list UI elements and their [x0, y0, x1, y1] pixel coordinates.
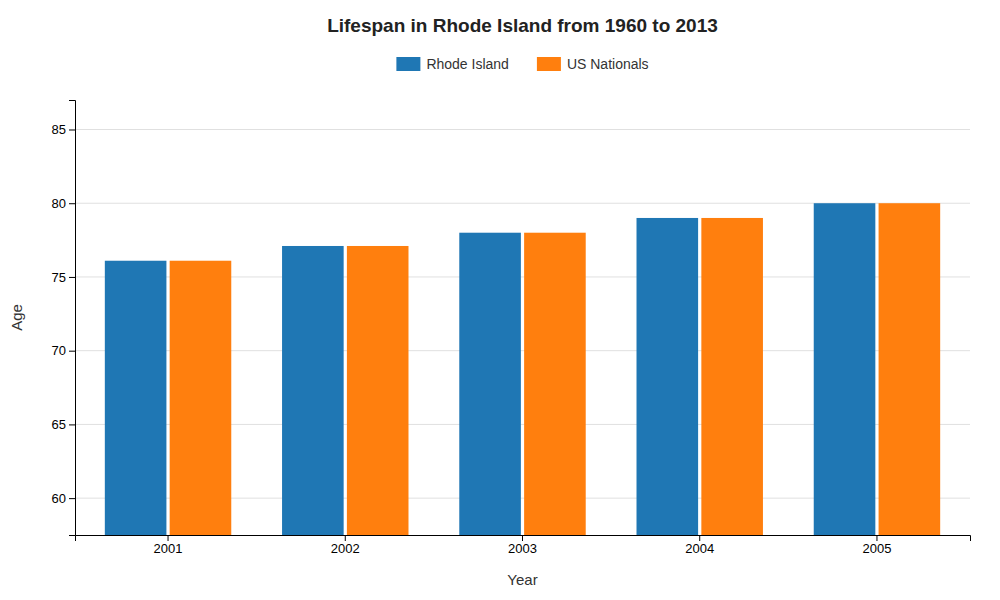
x-axis-title: Year	[507, 571, 537, 588]
legend-swatch	[537, 57, 561, 71]
tick: 2001	[154, 535, 183, 556]
tick-label: 2003	[508, 541, 537, 556]
tick-mark	[69, 351, 75, 352]
bar	[879, 203, 941, 535]
bar	[524, 233, 586, 535]
bar	[170, 261, 232, 535]
grid-line	[75, 129, 970, 130]
y-axis-title: Age	[8, 304, 25, 331]
plot-area: 2001 2002 2003 2004 2005 60 65 70 75 80 85	[52, 101, 971, 600]
tick-mark	[69, 498, 75, 499]
bar	[459, 233, 521, 535]
bar	[637, 218, 699, 535]
tick-label: 75	[52, 270, 66, 285]
tick: 65	[52, 417, 75, 432]
tick: 2004	[685, 535, 714, 556]
tick-label: 65	[52, 417, 66, 432]
tick-label: 2004	[685, 541, 714, 556]
legend-label: Rhode Island	[426, 56, 509, 72]
tick-mark	[69, 203, 75, 204]
tick: 80	[52, 196, 75, 211]
series	[105, 203, 876, 535]
tick: 60	[52, 491, 75, 506]
bar	[282, 246, 344, 535]
tick: 85	[52, 122, 75, 137]
tick: 2003	[508, 535, 537, 556]
tick-label: 60	[52, 491, 66, 506]
tick-label: 70	[52, 343, 66, 358]
legend-label: US Nationals	[567, 56, 649, 72]
tick: 70	[52, 343, 75, 358]
tick-label: 85	[52, 122, 66, 137]
tick-mark	[699, 535, 700, 541]
legend-swatch	[396, 57, 420, 71]
marks	[105, 203, 940, 535]
title: Lifespan in Rhode Island from 1960 to 20…	[327, 15, 718, 36]
tick-label: 80	[52, 196, 66, 211]
legend-item: US Nationals	[537, 56, 649, 72]
bar	[105, 261, 167, 535]
x-axis: 2001 2002 2003 2004 2005	[76, 535, 971, 556]
tick-mark	[69, 129, 75, 130]
bar	[701, 218, 763, 535]
tick-label: 2002	[331, 541, 360, 556]
axis-line	[69, 101, 76, 536]
legend-item: Rhode Island	[396, 56, 509, 72]
tick-mark	[168, 535, 169, 541]
tick: 2005	[862, 535, 891, 556]
legend: Rhode Island US Nationals	[396, 56, 648, 72]
chart: 2001 2002 2003 2004 2005 60 65 70 75 80 85 Year Age L…	[0, 0, 1000, 600]
tick-mark	[876, 535, 877, 541]
tick-mark	[69, 277, 75, 278]
series	[170, 203, 941, 535]
tick: 75	[52, 270, 75, 285]
bar	[814, 203, 876, 535]
tick-mark	[522, 535, 523, 541]
tick-label: 2001	[154, 541, 183, 556]
tick: 2002	[331, 535, 360, 556]
axis-line	[76, 536, 971, 542]
tick-label: 2005	[862, 541, 891, 556]
tick-mark	[69, 424, 75, 425]
y-axis: 60 65 70 75 80 85	[52, 101, 76, 536]
bar	[347, 246, 409, 535]
tick-mark	[345, 535, 346, 541]
